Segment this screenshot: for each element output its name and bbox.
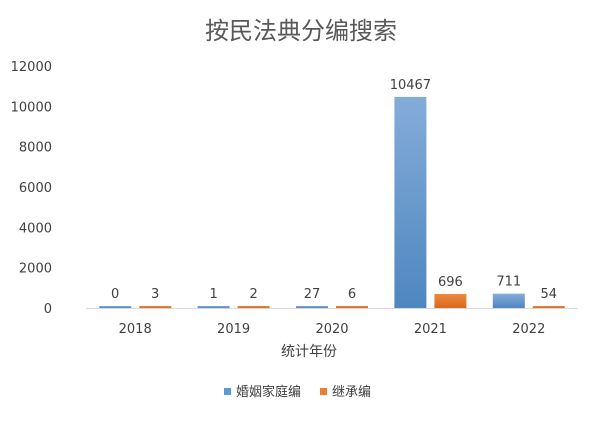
bar-inheritance-2019 xyxy=(237,306,270,308)
y-tick-label: 4000 xyxy=(19,221,52,236)
legend-swatch xyxy=(320,388,327,395)
x-axis-title: 统计年份 xyxy=(281,344,337,360)
y-tick-label: 6000 xyxy=(19,181,52,196)
data-label: 3 xyxy=(151,287,159,302)
y-tick-label: 0 xyxy=(44,302,52,317)
data-label: 1 xyxy=(209,287,217,302)
data-label: 696 xyxy=(438,275,463,290)
chart-title: 按民法典分编搜索 xyxy=(205,17,397,45)
bar-marriage-family-2021 xyxy=(394,96,427,308)
bar-inheritance-2022 xyxy=(532,306,565,308)
data-label: 2 xyxy=(249,287,257,302)
y-tick-label: 12000 xyxy=(11,60,52,75)
x-tick-label: 2021 xyxy=(414,322,447,337)
y-tick-label: 2000 xyxy=(19,262,52,277)
bar-marriage-family-2019 xyxy=(197,306,230,308)
y-tick-label: 8000 xyxy=(19,141,52,156)
x-tick-label: 2019 xyxy=(217,322,250,337)
y-tick-label: 10000 xyxy=(11,100,52,115)
x-tick-label: 2022 xyxy=(512,322,545,337)
x-tick-label: 2018 xyxy=(119,322,152,337)
legend-label: 继承编 xyxy=(332,385,371,400)
bar-inheritance-2021 xyxy=(434,293,467,308)
data-label: 10467 xyxy=(390,78,431,93)
data-label: 711 xyxy=(496,275,521,290)
bar-marriage-family-2018 xyxy=(99,306,132,308)
bar-marriage-family-2020 xyxy=(296,306,328,308)
data-label: 0 xyxy=(111,287,119,302)
legend-swatch xyxy=(224,388,231,395)
x-tick-label: 2020 xyxy=(315,322,348,337)
x-axis: 2018 2019 2020 2021 2022 xyxy=(86,308,578,337)
data-label: 54 xyxy=(541,287,558,302)
y-axis: 0 2000 4000 6000 8000 10000 12000 xyxy=(11,60,52,317)
legend-label: 婚姻家庭编 xyxy=(236,384,301,400)
data-label: 27 xyxy=(304,287,321,302)
bar-inheritance-2020 xyxy=(336,306,368,308)
data-label: 6 xyxy=(348,287,356,302)
plot-area: 0 3 1 2 27 6 10467 696 711 54 xyxy=(99,78,565,308)
bar-marriage-family-2022 xyxy=(492,293,525,308)
bar-inheritance-2018 xyxy=(139,306,172,308)
legend: 婚姻家庭编 继承编 xyxy=(224,384,371,400)
